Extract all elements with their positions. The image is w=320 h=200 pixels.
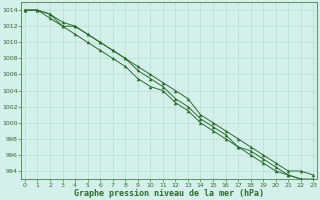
X-axis label: Graphe pression niveau de la mer (hPa): Graphe pression niveau de la mer (hPa) bbox=[74, 189, 264, 198]
